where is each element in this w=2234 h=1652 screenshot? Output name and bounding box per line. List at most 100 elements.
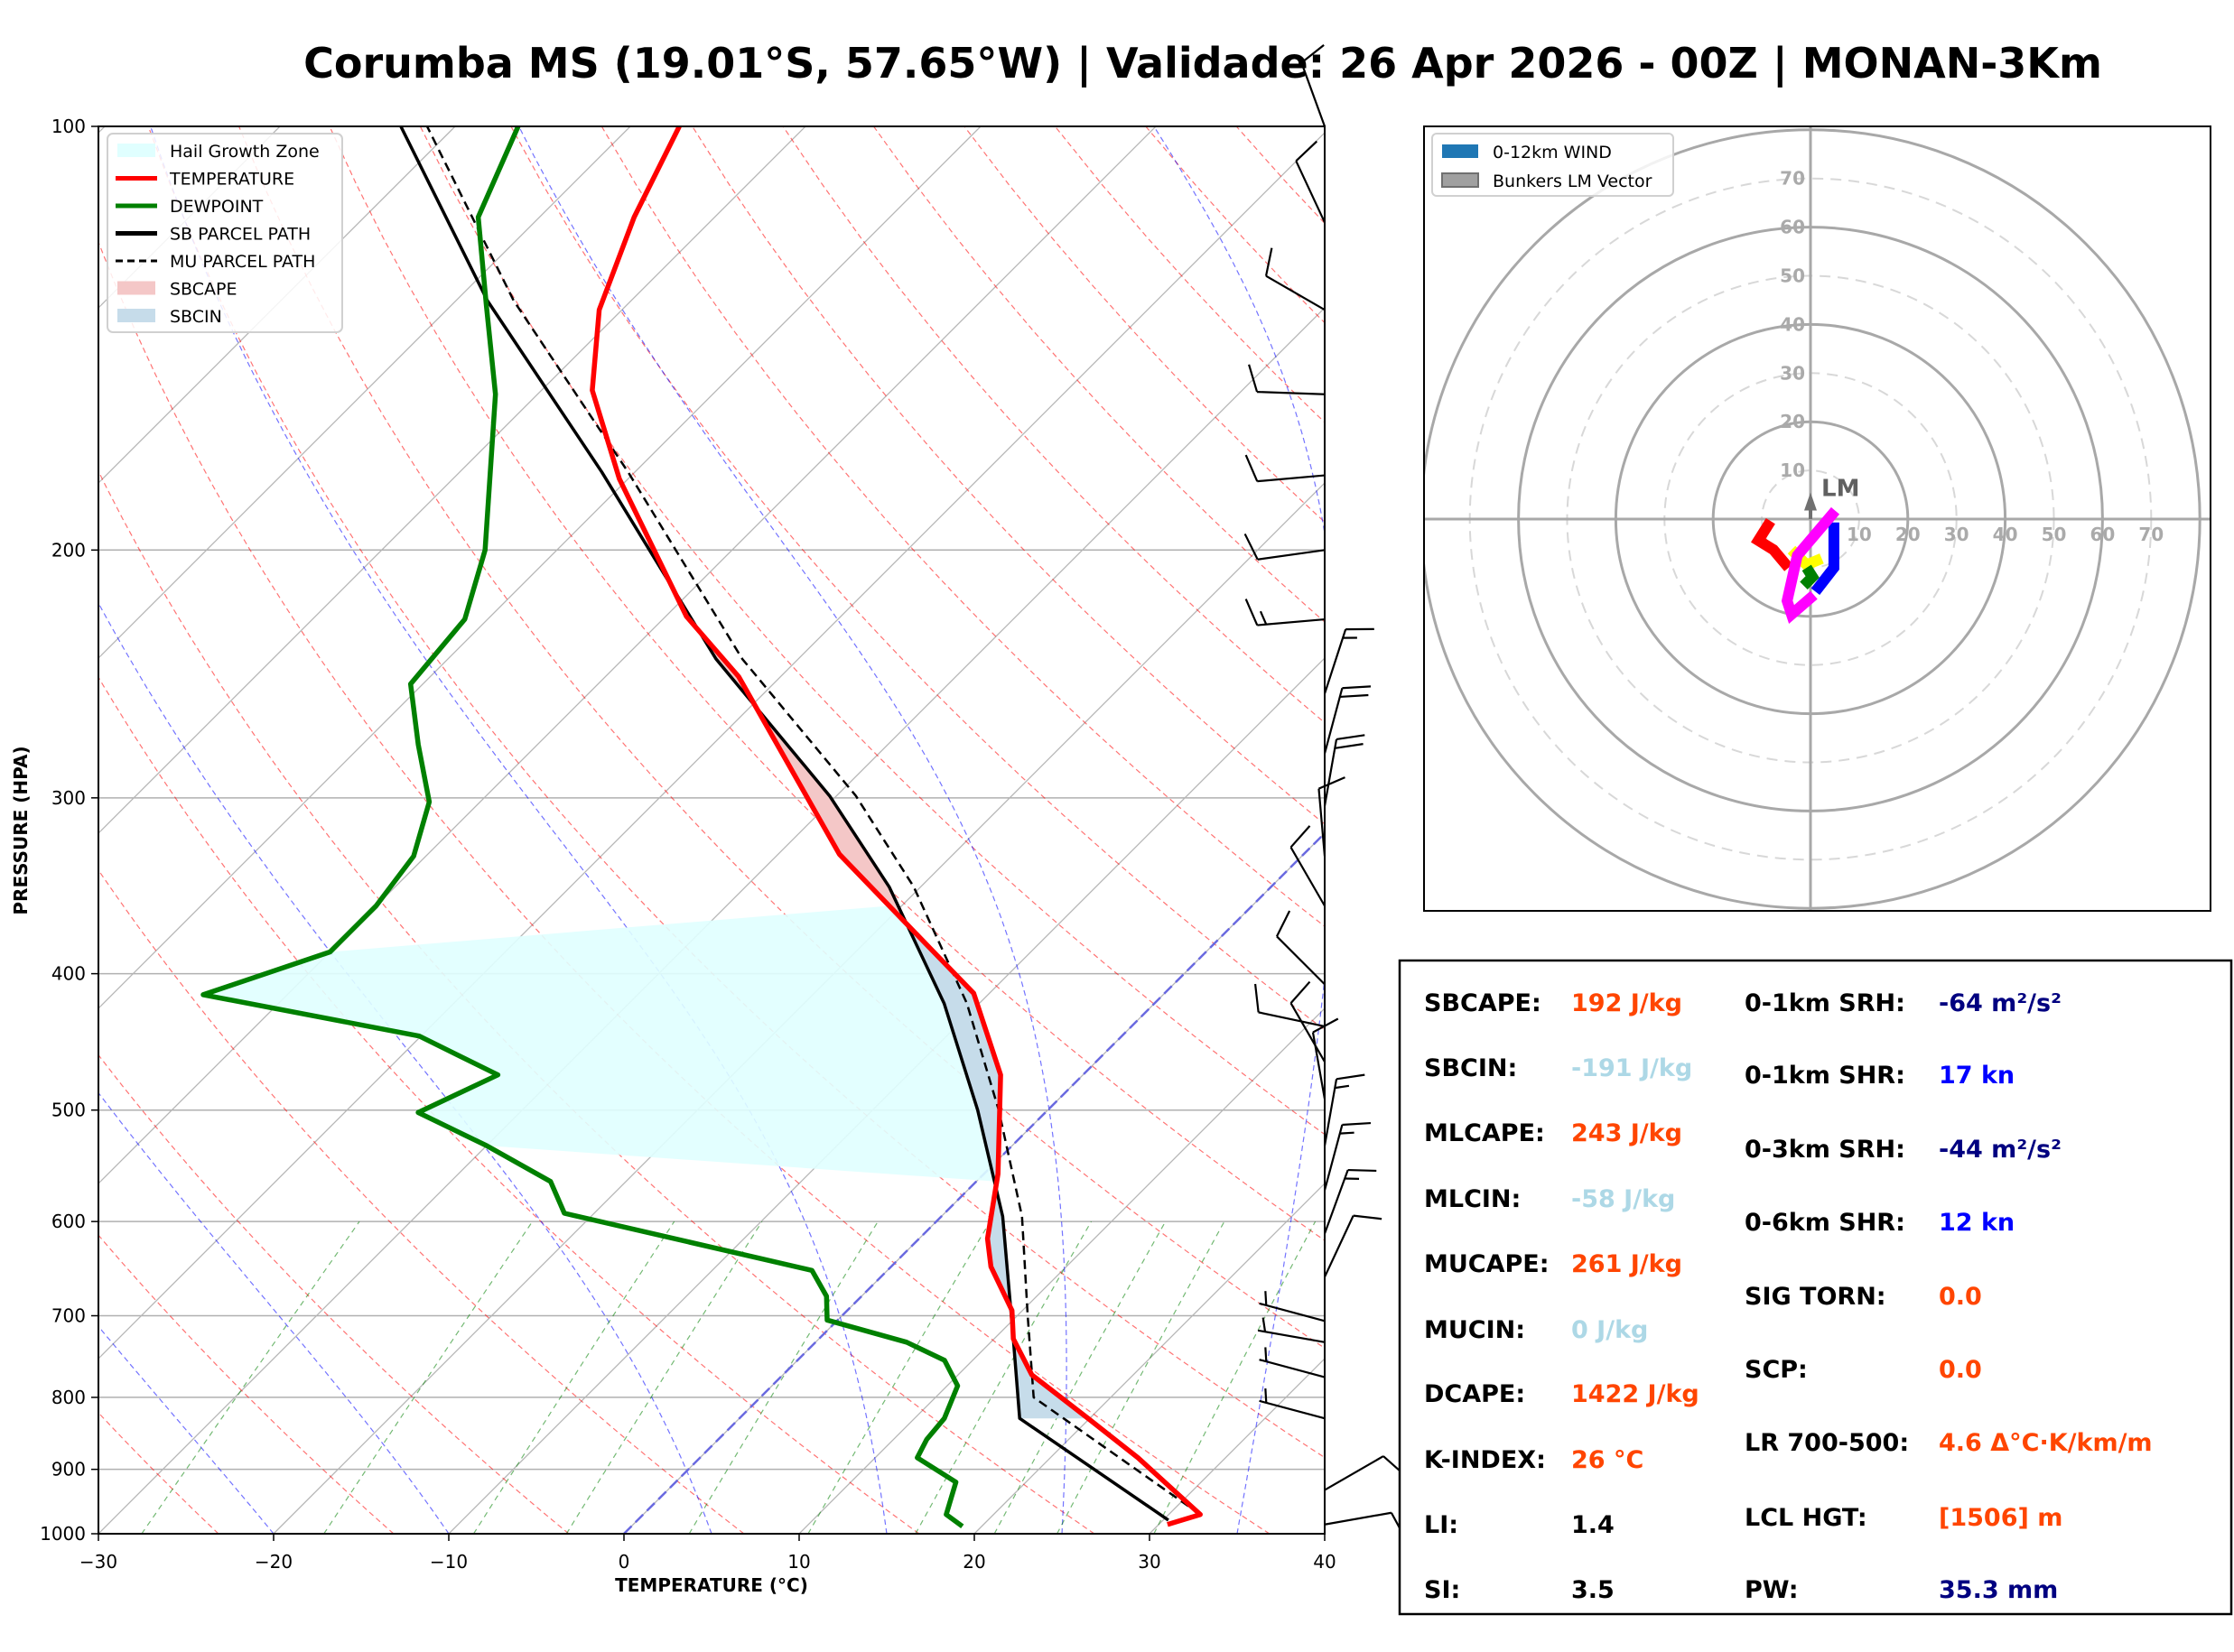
dry-adiabat [98,1234,395,1534]
hodo-trace-segment [1810,522,1839,595]
stats-panel [1398,959,2233,1616]
legend-swatch [117,281,155,295]
hodo-ring-label: 40 [1993,524,2018,545]
hodo-ring-label: 40 [1780,313,1805,335]
mixing-ratio-line [323,1220,534,1534]
stat-value: 243 J/kg [1571,1119,1682,1147]
hodo-legend-label: 0-12km WIND [1493,143,1612,162]
wind-barb [1259,1347,1326,1378]
legend-label: MU PARCEL PATH [170,252,315,272]
y-axis-label: PRESSURE (HPA) [10,746,32,914]
wind-barb [1248,364,1326,395]
isotherm-line [98,126,1157,1184]
stat-label: 0-1km SHR: [1745,1062,1905,1090]
legend-label: SB PARCEL PATH [170,225,311,245]
dewpoint-line [200,126,964,1529]
wind-barb [1311,1017,1339,1100]
x-tick-label: −30 [79,1551,117,1573]
wind-barb [1317,776,1345,857]
stat-value: 35.3 mm [1939,1576,2058,1604]
hail-growth-zone [207,905,1001,1182]
wind-barb [1254,983,1326,1028]
stat-value: 1422 J/kg [1571,1380,1699,1408]
wind-barb [1289,825,1326,907]
hodo-legend-swatch [1441,172,1479,188]
stat-value: -64 m²/s² [1939,989,2062,1017]
isotherm-line [98,307,1325,1534]
y-tick-label: 400 [51,963,86,985]
skewt-legend: Hail Growth Zone TEMPERATURE DEWPOINT SB PA… [107,133,343,333]
stat-value: -44 m²/s² [1939,1136,2062,1164]
stat-label: SCP: [1745,1356,1808,1384]
wind-barb [1259,1291,1326,1323]
stat-value: 3.5 [1571,1576,1615,1604]
x-tick-label: 20 [963,1551,985,1573]
dry-adiabat [238,126,1325,1350]
y-tick-label: 600 [51,1211,86,1232]
wind-barb [1323,1168,1377,1234]
wind-barb [1244,599,1326,626]
stat-value: 12 kn [1939,1209,2015,1237]
stat-label: MUCIN: [1424,1316,1525,1344]
y-tick-label: 300 [51,787,86,809]
dry-adiabat [600,126,1325,927]
stat-label: 0-3km SRH: [1745,1136,1905,1164]
moist-adiabat [98,1325,275,1534]
isotherm-line [98,126,806,834]
dry-adiabat [147,126,1325,1459]
moist-adiabat [518,126,1067,1534]
stat-label: SI: [1424,1576,1460,1604]
x-tick-label: 40 [1313,1551,1336,1573]
hodo-ring-label: 50 [1780,265,1805,287]
dry-adiabat [98,868,745,1534]
isotherm-line [98,126,982,1009]
wind-barb [1264,247,1326,311]
wind-barb [1324,1455,1406,1491]
zero-degree-isotherm [623,831,1325,1534]
legend-box [107,133,343,333]
stat-label: MUCAPE: [1424,1250,1550,1278]
mixing-ratio-line [688,1220,879,1534]
x-tick-label: −20 [255,1551,293,1573]
hodograph: 10 10 20 20 30 30 40 40 50 50 60 60 70 70 LM [1424,126,2211,911]
isotherm-line [98,126,631,659]
stat-label: 0-6km SHR: [1745,1209,1905,1237]
legend-label: TEMPERATURE [169,170,294,190]
dry-adiabat [98,1412,219,1534]
hodo-trace-segment [1781,506,1840,625]
skewt-background-lines [98,126,1325,1534]
stat-label: 0-1km SRH: [1745,989,1905,1017]
stat-label: SIG TORN: [1745,1283,1886,1311]
mixing-ratio-line [565,1220,763,1534]
moist-adiabat [1153,126,1325,1534]
mixing-ratio-line [1153,1220,1317,1534]
wind-barb [1324,1214,1382,1278]
stat-label: DCAPE: [1424,1380,1525,1408]
stat-label: PW: [1745,1576,1799,1604]
isotherm-line [98,126,281,309]
figure-title: Corumba MS (19.01°S, 57.65°W) | Validade… [303,39,2102,88]
mixing-ratio-line [141,1220,360,1534]
mixing-ratio-line [993,1220,1167,1534]
isotherm-line [798,1007,1325,1534]
x-axis-label: TEMPERATURE (°C) [615,1574,808,1596]
stats-table: SBCAPE: 192 J/kg SBCIN: -191 J/kg MLCAPE: 243… [1424,989,2153,1604]
legend-label: SBCAPE [170,280,237,300]
x-tick-label: 0 [619,1551,630,1573]
isotherm-line [98,126,456,484]
x-tick-label: 30 [1138,1551,1160,1573]
stat-value: 4.6 Δ°C·K/km/m [1939,1429,2153,1457]
lm-arrow-icon [1804,492,1817,511]
mu-parcel-path [425,126,1201,1516]
hodo-ring-label: 70 [2138,524,2164,545]
y-tick-label: 800 [51,1387,86,1408]
wind-barbs [1243,44,1406,1539]
hodo-ring-label: 30 [1944,524,1969,545]
stat-value: 192 J/kg [1571,989,1682,1017]
y-tick-label: 200 [51,539,86,561]
stat-value: 0.0 [1939,1283,1982,1311]
stat-value: 1.4 [1571,1511,1615,1539]
hodo-ring-label: 70 [1780,168,1805,190]
stat-label: LI: [1424,1511,1458,1539]
